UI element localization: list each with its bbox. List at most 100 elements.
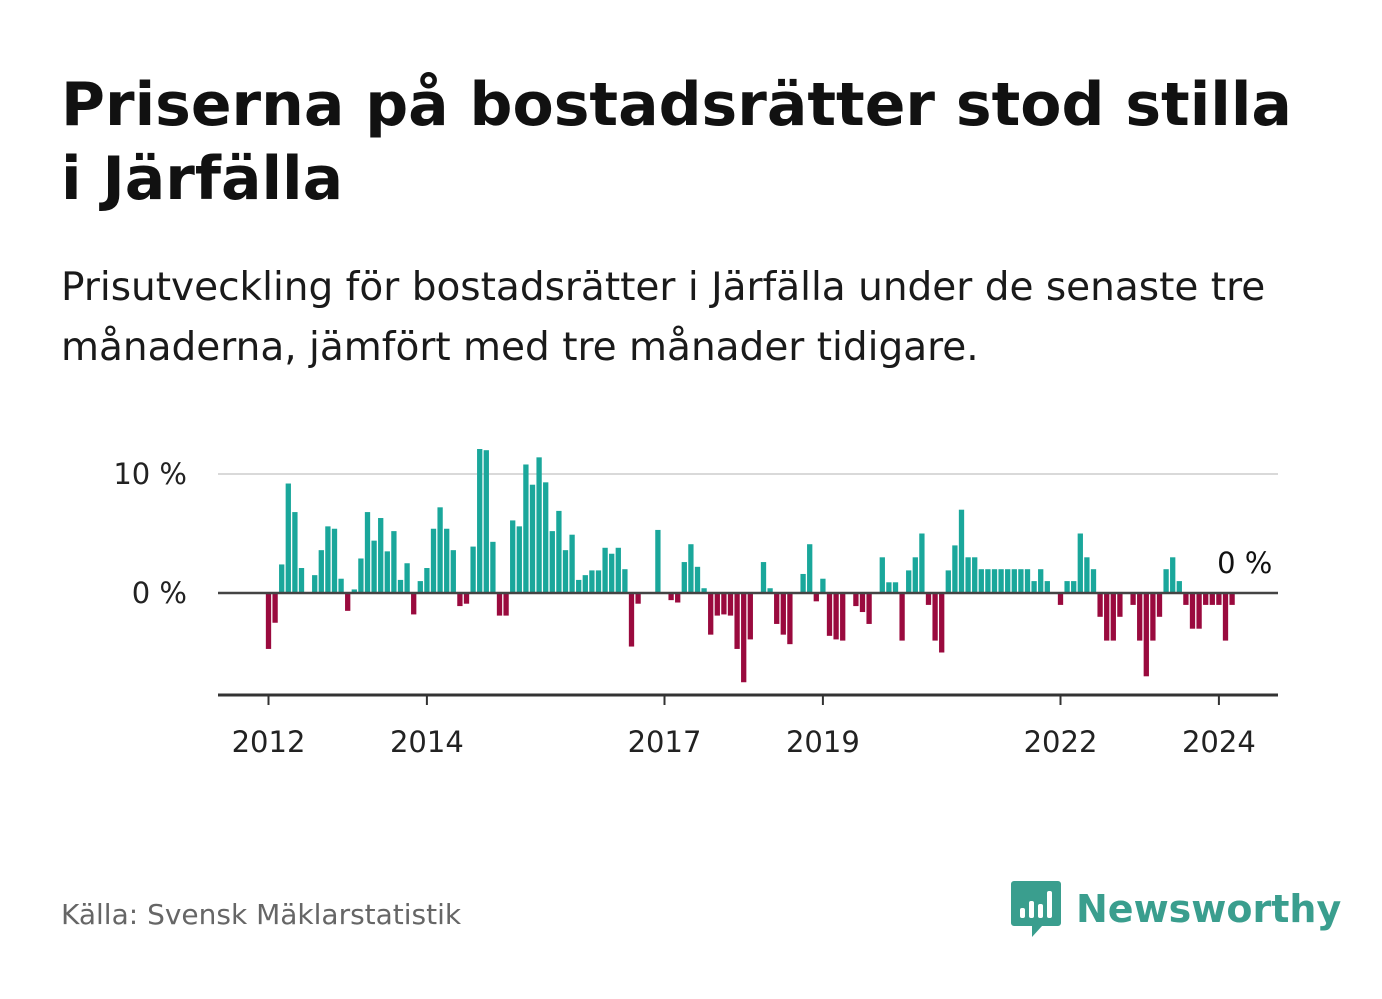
bar-positive [1176, 581, 1182, 593]
bar-positive [543, 482, 549, 593]
bar-negative [496, 593, 503, 616]
chart-subtitle: Prisutveckling för bostadsrätter i Järfä… [61, 265, 1266, 370]
bar-negative [925, 593, 932, 605]
bar-positive [701, 588, 707, 593]
chart-title: Priserna på bostadsrätter stod stilla i … [61, 70, 1292, 214]
bar-positive [371, 540, 377, 593]
x-tick-label: 2012 [232, 725, 306, 759]
bar-negative [1156, 593, 1163, 617]
bar-positive [437, 507, 443, 593]
bar-negative [813, 593, 819, 602]
bar-negative [859, 593, 866, 613]
bar-negative [1150, 593, 1156, 641]
bar-positive [655, 529, 661, 593]
bar-positive [595, 570, 602, 593]
bar-positive [912, 557, 918, 593]
bar-chart: 10 % 0 % 2012 2014 2017 2019 2022 2024 0 % [113, 449, 1278, 759]
bar-negative [833, 593, 839, 640]
bar-positive [1038, 569, 1044, 593]
bar-positive [338, 578, 344, 593]
bar-negative [1209, 593, 1215, 605]
bar-positive [364, 512, 371, 593]
bar-positive [589, 570, 595, 593]
bar-positive [879, 557, 885, 593]
bar-positive [965, 557, 971, 593]
bar-negative [727, 593, 734, 616]
bar-negative [1110, 593, 1116, 641]
bar-positive [972, 557, 978, 593]
bar-positive [576, 579, 582, 593]
bar-positive [384, 551, 390, 593]
bar-positive [562, 550, 569, 593]
bar-positive [906, 570, 912, 593]
bar-positive [958, 509, 965, 593]
bar-negative [457, 593, 463, 607]
bar-negative [1117, 593, 1123, 617]
bar-positive [991, 569, 998, 593]
bar-positive [556, 510, 562, 593]
bar-negative [1203, 593, 1209, 605]
bar-positive [1024, 569, 1031, 593]
bar-negative [503, 593, 509, 616]
bar-negative [265, 593, 272, 649]
brand-logo[interactable]: Newsworthy [1010, 878, 1341, 940]
bar-positive [1018, 569, 1024, 593]
bar-negative [1097, 593, 1103, 617]
bar-positive [622, 569, 628, 593]
bar-negative [1057, 593, 1064, 605]
bar-positive [985, 569, 991, 593]
bar-negative [411, 593, 417, 615]
bar-negative [747, 593, 753, 640]
bar-negative [1189, 593, 1196, 629]
bar-negative [272, 593, 278, 623]
x-tick-label: 2024 [1182, 725, 1256, 759]
bar-positive [1084, 557, 1090, 593]
bar-positive [477, 449, 483, 593]
bar-positive [391, 531, 397, 593]
bar-positive [404, 563, 410, 593]
bar-negative [932, 593, 938, 641]
bar-negative [668, 593, 674, 601]
bar-positive [886, 582, 892, 593]
bar-negative [734, 593, 740, 649]
bar-positive [490, 541, 496, 593]
bar-negative [866, 593, 872, 624]
bar-positive [807, 544, 813, 593]
bar-negative [721, 593, 727, 615]
bar-negative [1143, 593, 1149, 677]
bar-positive [978, 569, 984, 593]
bar-negative [708, 593, 714, 635]
bar-positive [312, 575, 318, 593]
bar-positive [549, 531, 555, 593]
bar-positive [1071, 581, 1077, 593]
bar-positive [298, 568, 305, 593]
x-tick-label: 2022 [1024, 725, 1098, 759]
bar-positive [569, 534, 575, 593]
bar-positive [694, 566, 701, 593]
bar-positive [417, 581, 423, 593]
y-tick-label: 10 % [113, 457, 187, 491]
bar-positive [952, 545, 958, 593]
bar-negative [1183, 593, 1189, 605]
bar-positive [516, 526, 522, 593]
bar-negative [1137, 593, 1143, 641]
bar-positive [602, 547, 608, 593]
bar-negative [774, 593, 780, 624]
x-tick-label: 2014 [390, 725, 464, 759]
bar-positive [1064, 581, 1070, 593]
bar-positive [1031, 581, 1037, 593]
bar-negative [1216, 593, 1222, 605]
bar-negative [840, 593, 846, 641]
bar-positive [615, 547, 621, 593]
bar-negative [1229, 593, 1235, 605]
bar-positive [688, 544, 694, 593]
bar-positive [1005, 569, 1011, 593]
bar-negative [628, 593, 635, 647]
x-tick-label: 2017 [628, 725, 702, 759]
bar-positive [820, 578, 826, 593]
bar-positive [358, 558, 364, 593]
bar-positive [430, 528, 437, 593]
bar-positive [351, 589, 357, 593]
bar-negative [1222, 593, 1229, 641]
bar-positive [609, 553, 615, 593]
